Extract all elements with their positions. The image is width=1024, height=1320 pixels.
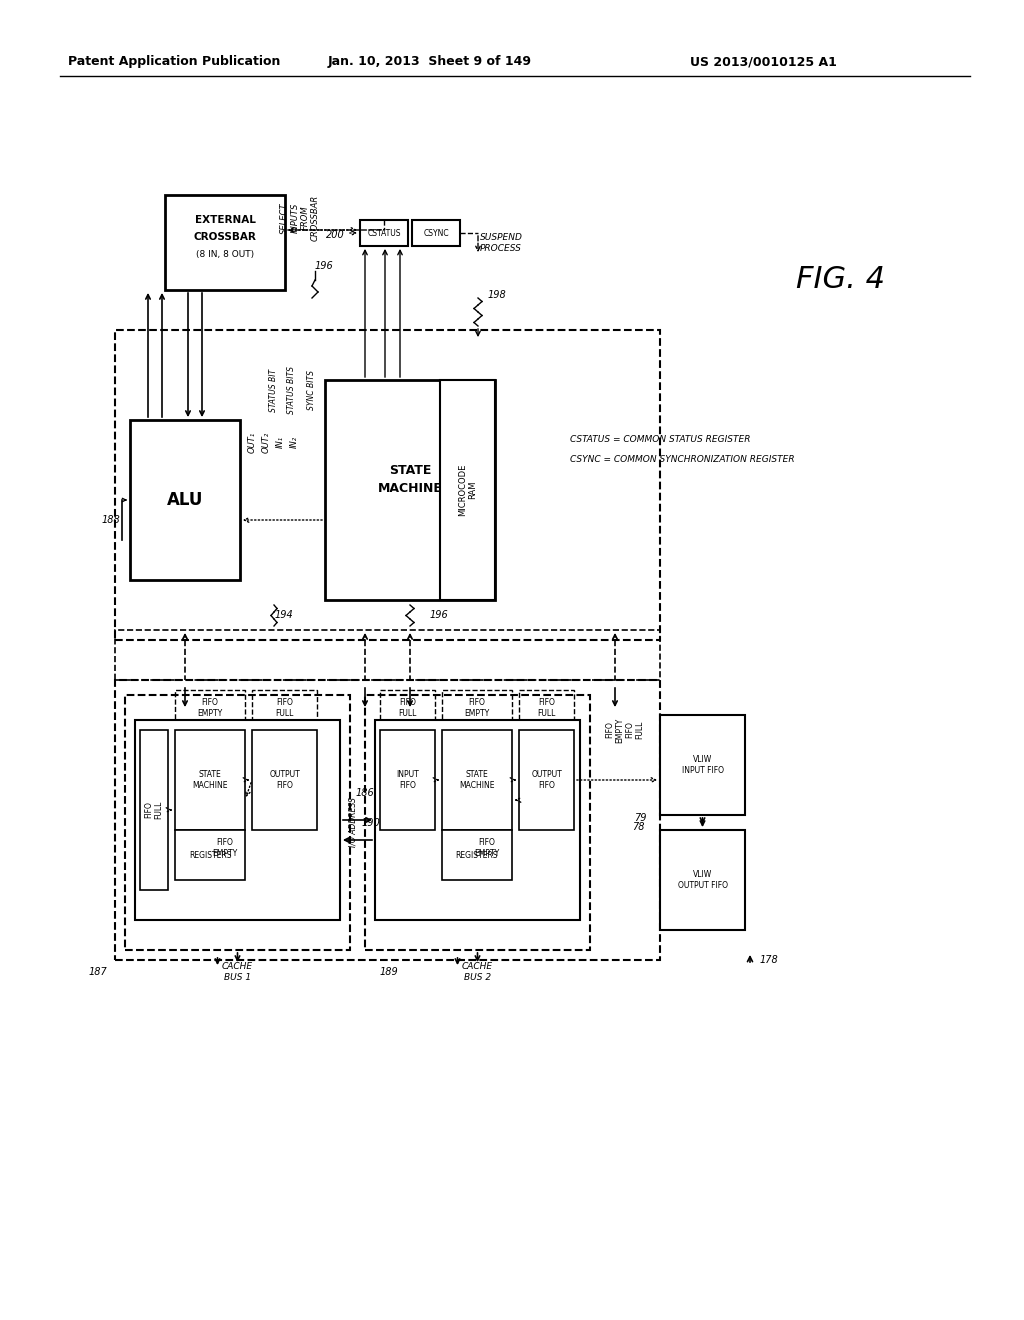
Text: IN₁: IN₁ (276, 436, 285, 447)
Text: CACHE
BUS 1: CACHE BUS 1 (222, 962, 253, 982)
Bar (175, 730, 245, 830)
Text: VLIW
INPUT FIFO: VLIW INPUT FIFO (682, 755, 724, 775)
Bar (412, 220, 460, 246)
Bar (115, 330, 660, 640)
Text: FIFO
FULL: FIFO FULL (538, 698, 556, 718)
Text: 178: 178 (760, 954, 778, 965)
Text: VLIW
OUTPUT FIFO: VLIW OUTPUT FIFO (678, 870, 727, 890)
Text: CSTATUS: CSTATUS (368, 228, 400, 238)
Text: SUSPEND
PROCESS: SUSPEND PROCESS (480, 234, 523, 252)
Text: REGISTERS: REGISTERS (188, 850, 231, 859)
Text: STATE
MACHINE: STATE MACHINE (193, 771, 227, 789)
Text: STATE
MACHINE: STATE MACHINE (459, 771, 495, 789)
Bar (442, 830, 512, 880)
Text: CSYNC = COMMON SYNCHRONIZATION REGISTER: CSYNC = COMMON SYNCHRONIZATION REGISTER (570, 455, 795, 465)
Text: STATE: STATE (389, 463, 431, 477)
Text: REGISTERS: REGISTERS (456, 850, 499, 859)
Text: 196: 196 (315, 261, 334, 271)
Text: FIFO
FULL: FIFO FULL (275, 698, 294, 718)
Text: FIFO
FULL: FIFO FULL (626, 721, 645, 739)
Bar (175, 690, 245, 725)
Text: (8 IN, 8 OUT): (8 IN, 8 OUT) (196, 251, 254, 260)
Text: OUT₂: OUT₂ (262, 432, 271, 453)
Text: SYNC BITS: SYNC BITS (306, 370, 315, 411)
Text: 187: 187 (88, 968, 106, 977)
Bar (660, 715, 745, 814)
Text: FIFO
EMPTY: FIFO EMPTY (474, 838, 500, 858)
Bar (442, 690, 512, 725)
Text: US 2013/0010125 A1: US 2013/0010125 A1 (690, 55, 837, 69)
Bar (165, 195, 285, 290)
Text: CSYNC: CSYNC (423, 228, 449, 238)
Text: STATUS BITS: STATUS BITS (288, 366, 297, 414)
Text: STATUS BIT: STATUS BIT (268, 368, 278, 412)
Text: 188: 188 (101, 515, 120, 525)
Bar (135, 719, 340, 920)
Text: IN₂: IN₂ (290, 436, 299, 447)
Text: FIFO
EMPTY: FIFO EMPTY (464, 698, 489, 718)
Bar (380, 690, 435, 725)
Text: 78: 78 (633, 822, 645, 832)
Text: 194: 194 (275, 610, 294, 620)
Text: OUTPUT
FIFO: OUTPUT FIFO (531, 771, 562, 789)
Text: INPUT
FIFO: INPUT FIFO (396, 771, 419, 789)
Text: FIFO
FULL: FIFO FULL (398, 698, 417, 718)
Bar (380, 730, 435, 830)
Text: FIFO
EMPTY: FIFO EMPTY (605, 717, 625, 743)
Text: FIFO
EMPTY: FIFO EMPTY (212, 838, 238, 858)
Bar (115, 680, 660, 960)
Bar (660, 830, 745, 931)
Text: Jan. 10, 2013  Sheet 9 of 149: Jan. 10, 2013 Sheet 9 of 149 (328, 55, 532, 69)
Text: FIFO
FULL: FIFO FULL (144, 801, 164, 820)
Bar (252, 690, 317, 725)
Text: MACHINE: MACHINE (378, 482, 442, 495)
Text: 79: 79 (634, 813, 646, 822)
Bar (375, 719, 580, 920)
Text: EXTERNAL: EXTERNAL (195, 215, 255, 224)
Text: 198: 198 (488, 290, 507, 300)
Bar (175, 830, 245, 880)
Text: FIG. 4: FIG. 4 (796, 265, 885, 294)
Text: MICROCODE
RAM: MICROCODE RAM (458, 463, 477, 516)
Text: I/O ADDRESS: I/O ADDRESS (348, 797, 357, 847)
Text: 200: 200 (327, 230, 345, 240)
Text: FIFO
EMPTY: FIFO EMPTY (198, 698, 222, 718)
Text: 186: 186 (356, 788, 375, 797)
Bar (360, 220, 408, 246)
Text: Patent Application Publication: Patent Application Publication (68, 55, 281, 69)
Bar (252, 730, 317, 830)
Text: 196: 196 (430, 610, 449, 620)
Text: OUTPUT
FIFO: OUTPUT FIFO (269, 771, 300, 789)
Text: CROSSBAR: CROSSBAR (194, 232, 256, 242)
Text: CSTATUS = COMMON STATUS REGISTER: CSTATUS = COMMON STATUS REGISTER (570, 436, 751, 445)
Text: CACHE
BUS 2: CACHE BUS 2 (462, 962, 494, 982)
Bar (519, 730, 574, 830)
Text: 190: 190 (362, 817, 381, 828)
Text: 189: 189 (380, 968, 398, 977)
Bar (140, 730, 168, 890)
Bar (125, 696, 350, 950)
Bar (325, 380, 495, 601)
Bar (440, 380, 495, 601)
Bar (365, 696, 590, 950)
Text: SELECT
INPUTS
FROM
CROSSBAR: SELECT INPUTS FROM CROSSBAR (280, 195, 321, 242)
Text: OUT₁: OUT₁ (248, 432, 257, 453)
Bar (130, 420, 240, 579)
Text: ALU: ALU (167, 491, 203, 510)
Bar (115, 630, 660, 680)
Bar (442, 730, 512, 830)
Bar (519, 690, 574, 725)
